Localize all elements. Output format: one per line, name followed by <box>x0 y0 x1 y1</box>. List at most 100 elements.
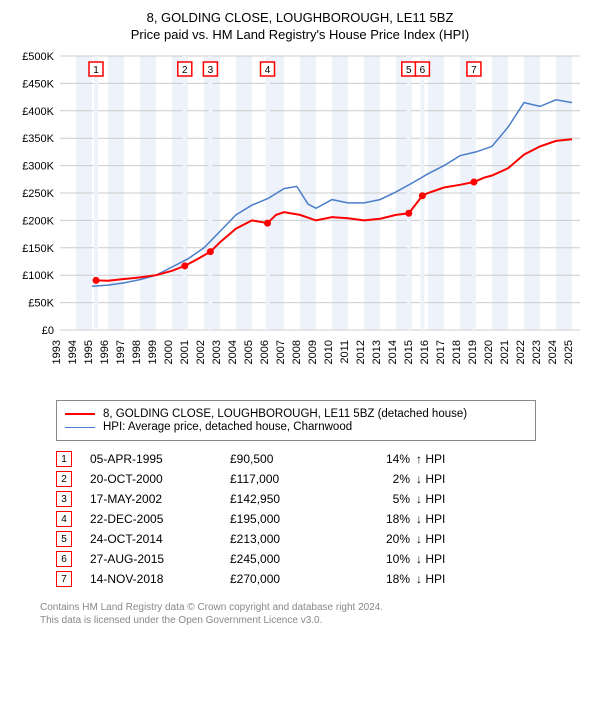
svg-text:2018: 2018 <box>451 340 463 364</box>
svg-text:2008: 2008 <box>291 340 303 364</box>
title-address: 8, GOLDING CLOSE, LOUGHBOROUGH, LE11 5BZ <box>10 10 590 25</box>
svg-text:£350K: £350K <box>22 133 54 145</box>
sale-date: 22-DEC-2005 <box>90 512 230 526</box>
sales-row: 6 27-AUG-2015£245,00010% ↓ HPI <box>56 551 590 567</box>
svg-text:2016: 2016 <box>419 340 431 364</box>
svg-text:£300K: £300K <box>22 161 54 173</box>
svg-text:£50K: £50K <box>28 298 54 310</box>
svg-text:2014: 2014 <box>387 340 399 364</box>
svg-text:2024: 2024 <box>547 340 559 364</box>
sale-diff: 5% <box>330 492 410 506</box>
sale-hpi: ↓ HPI <box>416 552 445 566</box>
sales-row: 422-DEC-2005£195,00018% ↓ HPI <box>56 511 590 527</box>
svg-text:£400K: £400K <box>22 106 54 118</box>
sale-hpi: ↑ HPI <box>416 452 445 466</box>
chart-svg: £0 £50K £100K £150K £200K £250K £300K £350K £400… <box>10 50 590 390</box>
sale-date: 05-APR-1995 <box>90 452 230 466</box>
svg-text:7: 7 <box>471 65 477 76</box>
svg-text:1997: 1997 <box>115 340 127 364</box>
svg-text:£0: £0 <box>42 325 54 337</box>
sale-price: £90,500 <box>230 452 330 466</box>
sale-marker-num: 4 <box>56 511 72 527</box>
svg-text:2000: 2000 <box>163 340 175 364</box>
sale-price: £195,000 <box>230 512 330 526</box>
svg-text:£150K: £150K <box>22 243 54 255</box>
svg-text:1998: 1998 <box>131 340 143 364</box>
sale-date: 24-OCT-2014 <box>90 532 230 546</box>
svg-text:2021: 2021 <box>499 340 511 364</box>
legend-label-red: 8, GOLDING CLOSE, LOUGHBOROUGH, LE11 5BZ… <box>103 408 467 420</box>
sale-price: £117,000 <box>230 472 330 486</box>
sales-row: 714-NOV-2018£270,00018% ↓ HPI <box>56 571 590 587</box>
svg-text:2015: 2015 <box>403 340 415 364</box>
legend: 8, GOLDING CLOSE, LOUGHBOROUGH, LE11 5BZ… <box>56 400 536 441</box>
svg-text:2007: 2007 <box>275 340 287 364</box>
sale-hpi: ↓ HPI <box>416 532 445 546</box>
svg-text:2001: 2001 <box>179 340 191 364</box>
sale-marker-num: 6 <box>56 551 72 567</box>
svg-text:2019: 2019 <box>467 340 479 364</box>
svg-text:1996: 1996 <box>99 340 111 364</box>
svg-text:2013: 2013 <box>371 340 383 364</box>
svg-text:1995: 1995 <box>83 340 95 364</box>
sales-row: 2 20-OCT-2000£117,0002% ↓ HPI <box>56 471 590 487</box>
sale-date: 20-OCT-2000 <box>90 472 230 486</box>
svg-text:1999: 1999 <box>147 340 159 364</box>
svg-text:2011: 2011 <box>339 340 351 364</box>
sale-marker-num: 3 <box>56 491 72 507</box>
svg-text:2025: 2025 <box>563 340 575 364</box>
sale-marker-num: 1 <box>56 451 72 467</box>
footer-line2: This data is licensed under the Open Gov… <box>40 614 590 627</box>
sale-diff: 18% <box>330 512 410 526</box>
sale-price: £142,950 <box>230 492 330 506</box>
svg-text:1994: 1994 <box>67 340 79 364</box>
sale-price: £213,000 <box>230 532 330 546</box>
svg-text:6: 6 <box>420 65 426 76</box>
sale-diff: 10% <box>330 552 410 566</box>
svg-text:£250K: £250K <box>22 188 54 200</box>
svg-text:3: 3 <box>208 65 214 76</box>
svg-text:£200K: £200K <box>22 215 54 227</box>
svg-text:2012: 2012 <box>355 340 367 364</box>
sale-hpi: ↓ HPI <box>416 492 445 506</box>
sale-marker-num: 5 <box>56 531 72 547</box>
chart-title-block: 8, GOLDING CLOSE, LOUGHBOROUGH, LE11 5BZ… <box>10 10 590 42</box>
sale-price: £270,000 <box>230 572 330 586</box>
svg-text:5: 5 <box>406 65 412 76</box>
sale-diff: 2% <box>330 472 410 486</box>
svg-text:1: 1 <box>93 65 99 76</box>
sale-marker-num: 2 <box>56 471 72 487</box>
sale-price: £245,000 <box>230 552 330 566</box>
legend-row-blue: HPI: Average price, detached house, Char… <box>65 421 527 433</box>
svg-text:2010: 2010 <box>323 340 335 364</box>
svg-text:2006: 2006 <box>259 340 271 364</box>
svg-text:2020: 2020 <box>483 340 495 364</box>
sale-hpi: ↓ HPI <box>416 472 445 486</box>
sale-date: 14-NOV-2018 <box>90 572 230 586</box>
svg-text:1993: 1993 <box>51 340 63 364</box>
legend-label-blue: HPI: Average price, detached house, Char… <box>103 421 352 433</box>
svg-text:£100K: £100K <box>22 270 54 282</box>
title-subtitle: Price paid vs. HM Land Registry's House … <box>10 27 590 42</box>
legend-swatch-red <box>65 413 95 415</box>
legend-row-red: 8, GOLDING CLOSE, LOUGHBOROUGH, LE11 5BZ… <box>65 408 527 420</box>
svg-text:£450K: £450K <box>22 78 54 90</box>
svg-text:2005: 2005 <box>243 340 255 364</box>
sale-hpi: ↓ HPI <box>416 572 445 586</box>
sale-diff: 14% <box>330 452 410 466</box>
svg-text:2022: 2022 <box>515 340 527 364</box>
sale-diff: 20% <box>330 532 410 546</box>
svg-text:2002: 2002 <box>195 340 207 364</box>
svg-text:2017: 2017 <box>435 340 447 364</box>
sales-table: 1 05-APR-1995£90,50014% ↑ HPI 2 20-OCT-2000… <box>56 451 590 587</box>
legend-swatch-blue <box>65 427 95 428</box>
svg-text:4: 4 <box>265 65 271 76</box>
svg-text:2: 2 <box>182 65 188 76</box>
sale-date: 27-AUG-2015 <box>90 552 230 566</box>
sales-row: 1 05-APR-1995£90,50014% ↑ HPI <box>56 451 590 467</box>
sale-marker-num: 7 <box>56 571 72 587</box>
price-chart: £0 £50K £100K £150K £200K £250K £300K £350K £400… <box>10 50 590 390</box>
footer-line1: Contains HM Land Registry data © Crown c… <box>40 601 590 614</box>
svg-text:£500K: £500K <box>22 51 54 63</box>
footer: Contains HM Land Registry data © Crown c… <box>40 601 590 627</box>
